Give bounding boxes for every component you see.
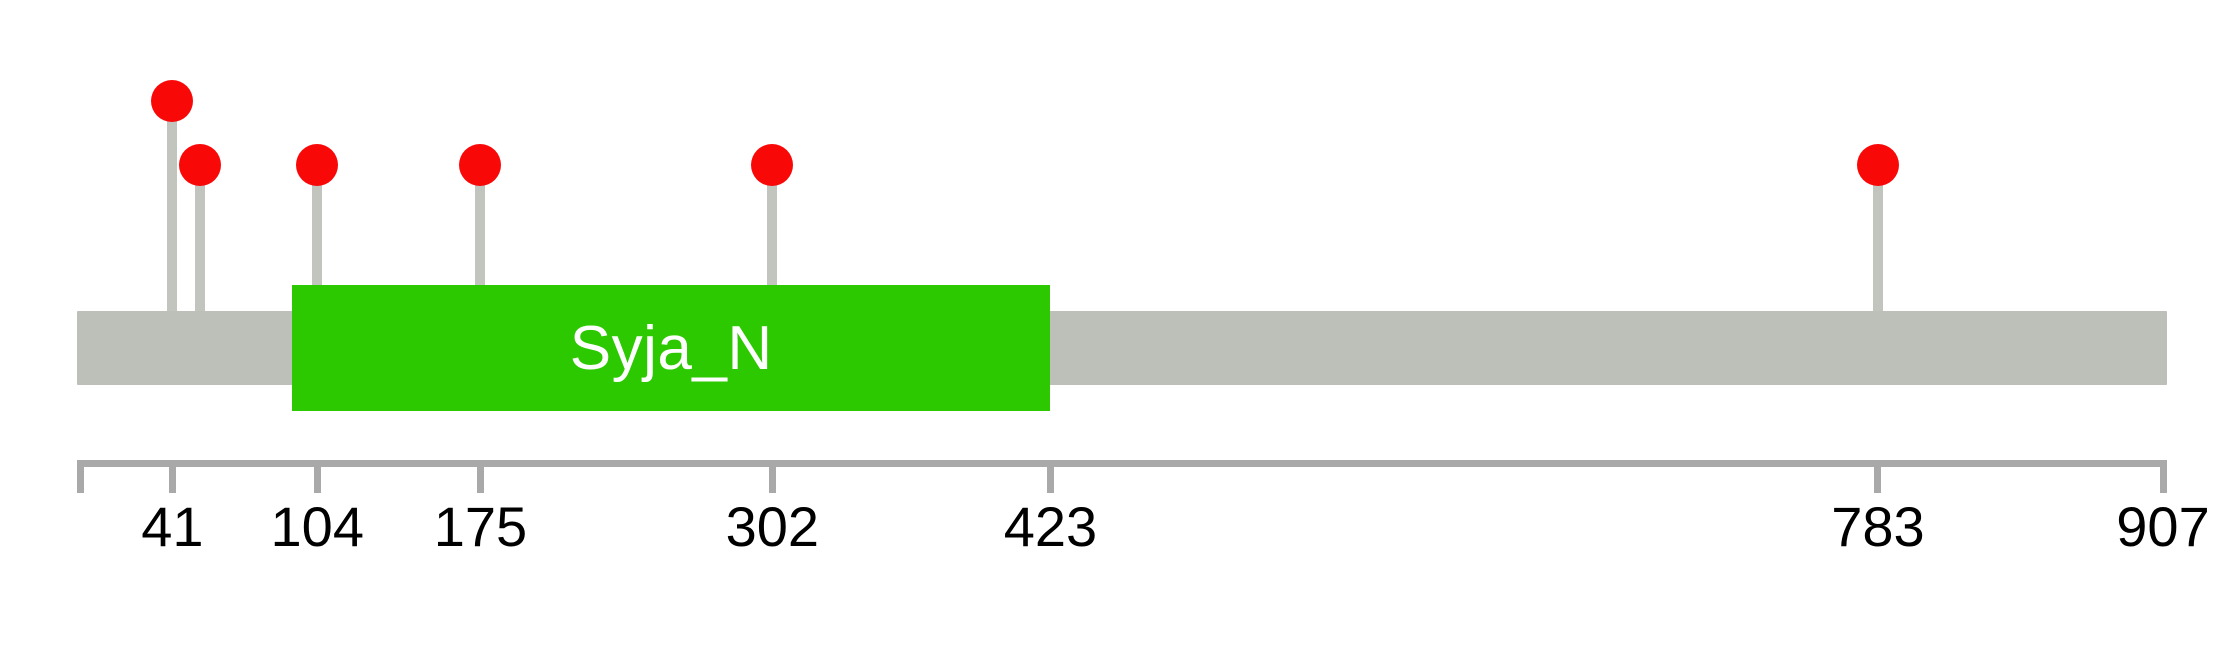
axis-tick-label: 41: [141, 495, 204, 558]
axis-tick: [768, 460, 776, 493]
axis-tick: [313, 460, 321, 493]
axis-endcap-left: [77, 460, 84, 493]
axis-tick: [168, 460, 176, 493]
domain-label: Syja_N: [569, 313, 773, 383]
lollipop-stem: [195, 165, 206, 315]
mutation-marker: [459, 144, 502, 186]
axis-tick: [476, 460, 484, 493]
lollipop-stem: [1872, 165, 1883, 315]
axis-tick: [1046, 460, 1054, 493]
mutation-marker: [751, 144, 794, 186]
mutation-marker: [1856, 144, 1899, 186]
axis-tick-label: 907: [2116, 495, 2210, 558]
lollipop-stem: [767, 165, 778, 315]
axis-tick-label: 423: [1003, 495, 1098, 558]
lollipop-stem: [475, 165, 486, 315]
axis-tick-label: 104: [270, 495, 364, 558]
axis-tick-label: 783: [1831, 495, 1925, 558]
mutation-marker: [151, 79, 194, 122]
domain-box: Syja_N: [291, 285, 1051, 411]
lollipop-stem: [167, 100, 178, 315]
axis-tick: [1874, 460, 1882, 493]
axis-tick-label: 302: [725, 495, 820, 558]
mutation-marker: [296, 144, 339, 186]
axis-line: [77, 460, 2167, 467]
mutation-marker: [179, 144, 222, 186]
axis-tick-label: 175: [433, 495, 528, 558]
lollipop-stem: [312, 165, 323, 315]
axis-tick: [2159, 460, 2167, 493]
